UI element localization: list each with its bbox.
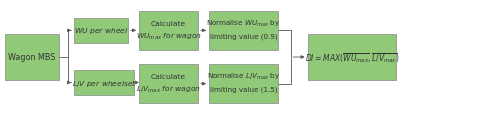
Text: Calculate: Calculate (151, 21, 186, 27)
Text: Wagon MBS: Wagon MBS (8, 53, 56, 62)
FancyBboxPatch shape (74, 18, 128, 44)
FancyBboxPatch shape (74, 70, 134, 95)
Text: $L/V_{max}$ for wagon: $L/V_{max}$ for wagon (136, 84, 201, 94)
FancyBboxPatch shape (209, 12, 278, 51)
Text: Calculate: Calculate (151, 73, 186, 79)
Text: Normalise $L/V_{max}$ by: Normalise $L/V_{max}$ by (207, 71, 280, 82)
Text: $WU$ per wheel: $WU$ per wheel (74, 26, 128, 36)
Text: $L/V$ per wheelset: $L/V$ per wheelset (72, 77, 136, 88)
FancyBboxPatch shape (139, 12, 198, 51)
FancyBboxPatch shape (5, 34, 59, 80)
Text: $DI = MAX(\overline{WU_{max}},\overline{L/V_{max}})$: $DI = MAX(\overline{WU_{max}},\overline{… (304, 51, 400, 64)
Text: limiting value (0.9): limiting value (0.9) (210, 33, 277, 39)
Text: $WU_{max}$ for wagon: $WU_{max}$ for wagon (136, 31, 202, 41)
Text: Normalise $WU_{max}$ by: Normalise $WU_{max}$ by (206, 19, 281, 29)
FancyBboxPatch shape (308, 34, 396, 80)
FancyBboxPatch shape (209, 64, 278, 104)
FancyBboxPatch shape (139, 64, 198, 104)
Text: limiting value (1.5): limiting value (1.5) (210, 86, 277, 92)
